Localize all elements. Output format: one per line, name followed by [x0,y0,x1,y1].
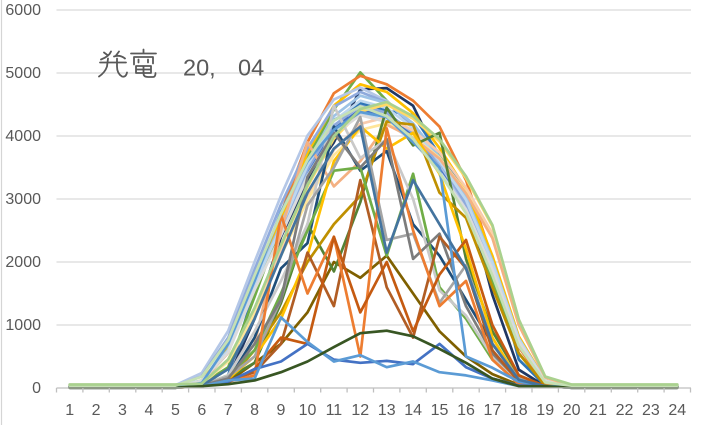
svg-text:6000: 6000 [5,2,41,19]
svg-text:3000: 3000 [5,191,41,208]
svg-text:23: 23 [642,402,660,419]
svg-text:18: 18 [510,402,528,419]
svg-text:14: 14 [404,402,422,419]
svg-text:19: 19 [536,402,554,419]
svg-text:3: 3 [118,402,127,419]
svg-text:6: 6 [197,402,206,419]
svg-text:17: 17 [484,402,502,419]
svg-text:24: 24 [668,402,686,419]
svg-text:13: 13 [378,402,396,419]
svg-text:9: 9 [277,402,286,419]
svg-text:5000: 5000 [5,65,41,82]
svg-text:1: 1 [65,402,74,419]
svg-text:22: 22 [616,402,634,419]
svg-text:16: 16 [457,402,475,419]
svg-text:04: 04 [238,55,264,81]
svg-text:4000: 4000 [5,128,41,145]
svg-text:7: 7 [224,402,233,419]
svg-text:1000: 1000 [5,317,41,334]
svg-text:2: 2 [92,402,101,419]
svg-text:20: 20 [563,402,581,419]
svg-text:4: 4 [145,402,154,419]
svg-text:0: 0 [32,380,41,397]
svg-text:15: 15 [431,402,449,419]
svg-text:21: 21 [589,402,607,419]
svg-text:8: 8 [250,402,259,419]
svg-text:12: 12 [351,402,369,419]
svg-text:5: 5 [171,402,180,419]
svg-text:2000: 2000 [5,254,41,271]
svg-text:20,: 20, [183,55,216,81]
svg-text:11: 11 [326,402,343,419]
svg-text:10: 10 [299,402,317,419]
